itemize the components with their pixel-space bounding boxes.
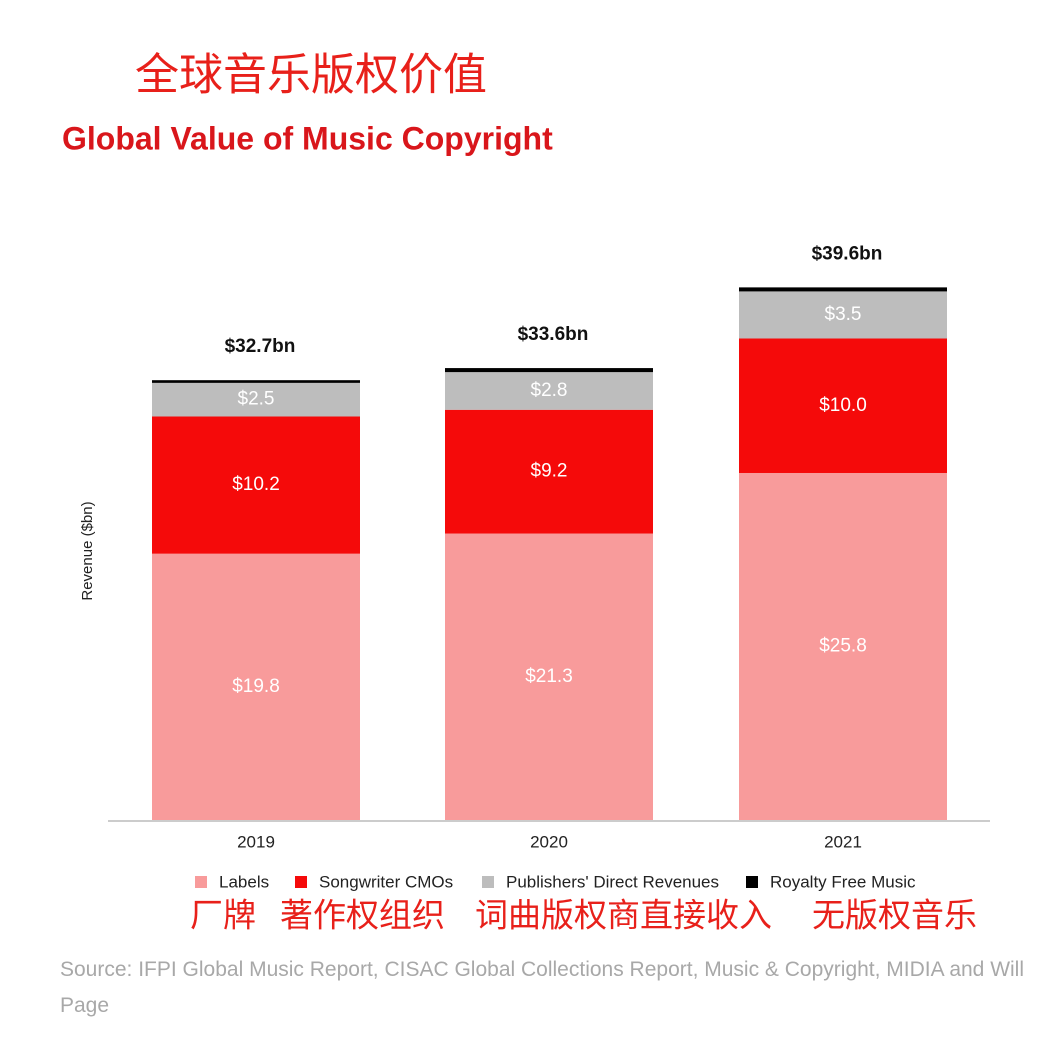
value-label: $19.8	[232, 676, 280, 697]
legend-swatch	[195, 876, 207, 888]
legend-translation: 无版权音乐	[812, 897, 977, 934]
legend-label: Labels	[219, 872, 269, 891]
bar-segment	[445, 409, 653, 534]
bar-segment	[739, 287, 947, 292]
x-tick-label: 2020	[530, 832, 568, 851]
source: Source: IFPI Global Music Report, CISAC …	[60, 958, 1025, 1017]
value-label: $10.0	[819, 395, 867, 416]
total-label: $39.6bn	[812, 243, 883, 264]
x-tick-label: 2021	[824, 832, 862, 851]
total-label: $32.7bn	[225, 336, 296, 357]
legend-swatch	[295, 876, 307, 888]
legend-label: Publishers' Direct Revenues	[506, 872, 719, 891]
value-label: $2.8	[531, 380, 568, 401]
legend-swatch	[482, 876, 494, 888]
bar-segment	[152, 382, 360, 417]
bar-segment	[152, 416, 360, 554]
legend-swatch	[746, 876, 758, 888]
bar-segment	[445, 533, 653, 820]
legend-label: Songwriter CMOs	[319, 872, 453, 891]
source-box: Source: IFPI Global Music Report, CISAC …	[60, 958, 1025, 1017]
bar-segment	[152, 380, 360, 383]
legend-translation: 著作权组织	[280, 897, 445, 934]
y-axis-label: Revenue ($bn)	[79, 501, 96, 600]
value-label: $2.5	[238, 389, 275, 410]
bar-segment	[445, 368, 653, 373]
legend-translation: 厂牌	[190, 897, 256, 934]
chart-title: 全球音乐版权价值	[135, 51, 487, 100]
legend-translation: 词曲版权商直接收入	[475, 897, 772, 934]
total-label: $33.6bn	[518, 324, 589, 345]
value-label: $10.2	[232, 474, 280, 495]
value-label: $21.3	[525, 666, 573, 687]
bar-segment	[152, 553, 360, 820]
value-label: $25.8	[819, 636, 867, 657]
value-label: $3.5	[825, 304, 862, 325]
value-label: $9.2	[531, 461, 568, 482]
legend-label: Royalty Free Music	[770, 872, 916, 891]
bar-segment	[445, 372, 653, 410]
chart-subtitle: Global Value of Music Copyright	[62, 120, 553, 156]
bar-segment	[739, 291, 947, 339]
x-tick-label: 2019	[237, 832, 275, 851]
bar-segment	[739, 472, 947, 820]
bar-segment	[739, 338, 947, 473]
